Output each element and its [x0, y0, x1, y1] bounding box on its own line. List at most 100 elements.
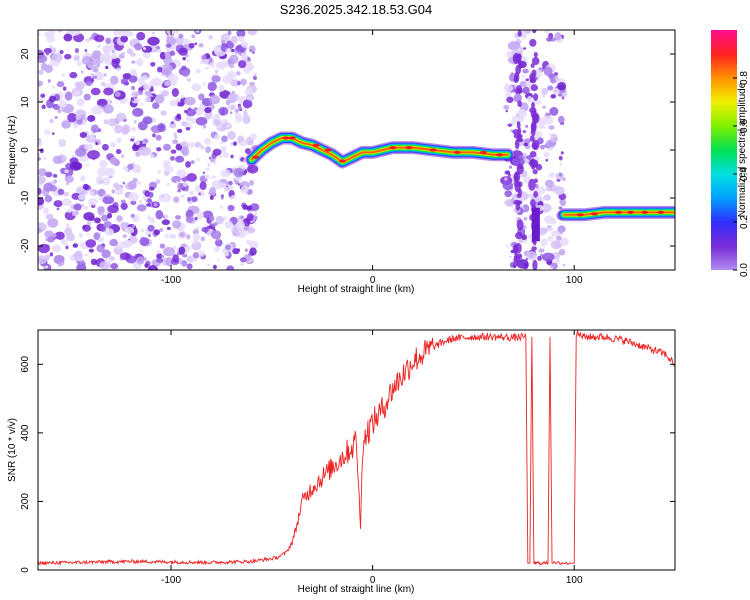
colorbar-tick-label: 0.2 — [739, 215, 750, 229]
noise-speckle — [38, 176, 46, 184]
noise-speckle — [535, 197, 541, 202]
noise-speckle — [214, 134, 221, 141]
noise-speckle — [182, 181, 188, 188]
colorbar-label: Normalized spectral amplitude — [737, 82, 748, 217]
noise-speckle — [121, 51, 126, 56]
noise-speckle — [38, 243, 50, 254]
noise-speckle — [130, 126, 137, 132]
noise-speckle — [68, 30, 81, 36]
noise-speckle — [548, 132, 552, 136]
noise-speckle — [503, 104, 510, 110]
noise-speckle — [227, 106, 232, 110]
noise-speckle — [151, 102, 159, 110]
noise-speckle — [226, 265, 235, 270]
noise-speckle — [180, 142, 184, 146]
noise-speckle — [43, 31, 51, 38]
noise-speckle — [215, 215, 224, 225]
noise-speckle — [532, 30, 537, 34]
noise-speckle — [110, 263, 119, 270]
noise-speckle — [523, 216, 528, 221]
noise-speckle — [102, 177, 111, 186]
noise-speckle — [181, 146, 190, 157]
noise-speckle — [102, 195, 115, 205]
noise-speckle — [74, 81, 81, 89]
frequency-ridge — [245, 131, 675, 222]
noise-streak — [516, 219, 524, 231]
noise-speckle — [119, 240, 130, 249]
noise-speckle — [141, 75, 148, 81]
noise-speckle — [72, 251, 83, 260]
noise-speckle — [161, 219, 170, 226]
noise-speckle — [165, 257, 174, 267]
noise-streak — [518, 60, 522, 70]
ridge-hotspot — [641, 210, 649, 214]
noise-speckle — [193, 232, 200, 242]
noise-speckle — [130, 200, 137, 206]
noise-speckle — [238, 60, 247, 69]
noise-speckle — [107, 212, 113, 219]
noise-speckle — [208, 35, 213, 40]
noise-speckle — [554, 186, 565, 196]
noise-speckle — [525, 124, 529, 128]
noise-speckle — [155, 179, 161, 185]
noise-speckle — [217, 259, 220, 262]
noise-speckle — [194, 141, 202, 148]
noise-speckle — [234, 113, 244, 123]
noise-speckle — [193, 239, 198, 245]
noise-speckle — [559, 162, 563, 166]
noise-speckle — [153, 229, 160, 236]
noise-speckle — [163, 247, 176, 257]
noise-speckle — [191, 34, 196, 39]
noise-speckle — [175, 181, 179, 185]
noise-speckle — [182, 38, 191, 45]
noise-speckle — [177, 189, 181, 193]
noise-speckle — [517, 116, 525, 123]
noise-speckle — [182, 56, 186, 61]
noise-speckle — [113, 30, 123, 37]
ridge-hotspot — [429, 148, 437, 152]
noise-speckle — [212, 119, 221, 126]
noise-speckle — [166, 226, 171, 231]
noise-speckle — [218, 106, 229, 116]
noise-speckle — [100, 213, 104, 217]
noise-speckle — [214, 69, 219, 74]
noise-speckle — [78, 232, 84, 238]
noise-speckle — [240, 41, 249, 48]
noise-streak — [515, 85, 523, 93]
noise-speckle — [537, 100, 542, 105]
noise-streak — [512, 129, 520, 135]
noise-speckle — [176, 169, 187, 179]
noise-speckle — [109, 156, 118, 166]
noise-speckle — [96, 72, 104, 81]
noise-speckle — [548, 172, 555, 178]
noise-speckle — [164, 214, 169, 219]
noise-speckle — [101, 214, 109, 222]
noise-speckle — [186, 78, 191, 82]
noise-speckle — [225, 48, 232, 53]
noise-speckle — [233, 167, 245, 178]
noise-streak — [529, 135, 535, 142]
noise-streak — [513, 199, 521, 205]
noise-speckle — [106, 98, 111, 103]
ridge-hotspot — [389, 146, 397, 150]
noise-speckle — [185, 115, 192, 122]
noise-speckle — [212, 148, 222, 156]
noise-speckle — [176, 113, 182, 120]
ridge-hotspot — [282, 136, 290, 140]
noise-speckle — [558, 206, 563, 210]
noise-speckle — [130, 97, 135, 102]
noise-speckle — [150, 61, 156, 67]
noise-speckle — [519, 80, 528, 87]
noise-speckle — [159, 227, 164, 233]
noise-speckle — [157, 66, 163, 73]
noise-speckle — [105, 193, 109, 196]
noise-speckle — [65, 245, 69, 250]
noise-speckle — [98, 196, 104, 201]
figure-title: S236.2025.342.18.53.G04 — [280, 2, 433, 17]
noise-speckle — [93, 232, 101, 241]
colorbar-tick-label: 0.6 — [739, 119, 750, 133]
noise-speckle — [181, 260, 188, 267]
noise-speckle — [84, 253, 89, 257]
noise-speckle — [80, 174, 86, 182]
